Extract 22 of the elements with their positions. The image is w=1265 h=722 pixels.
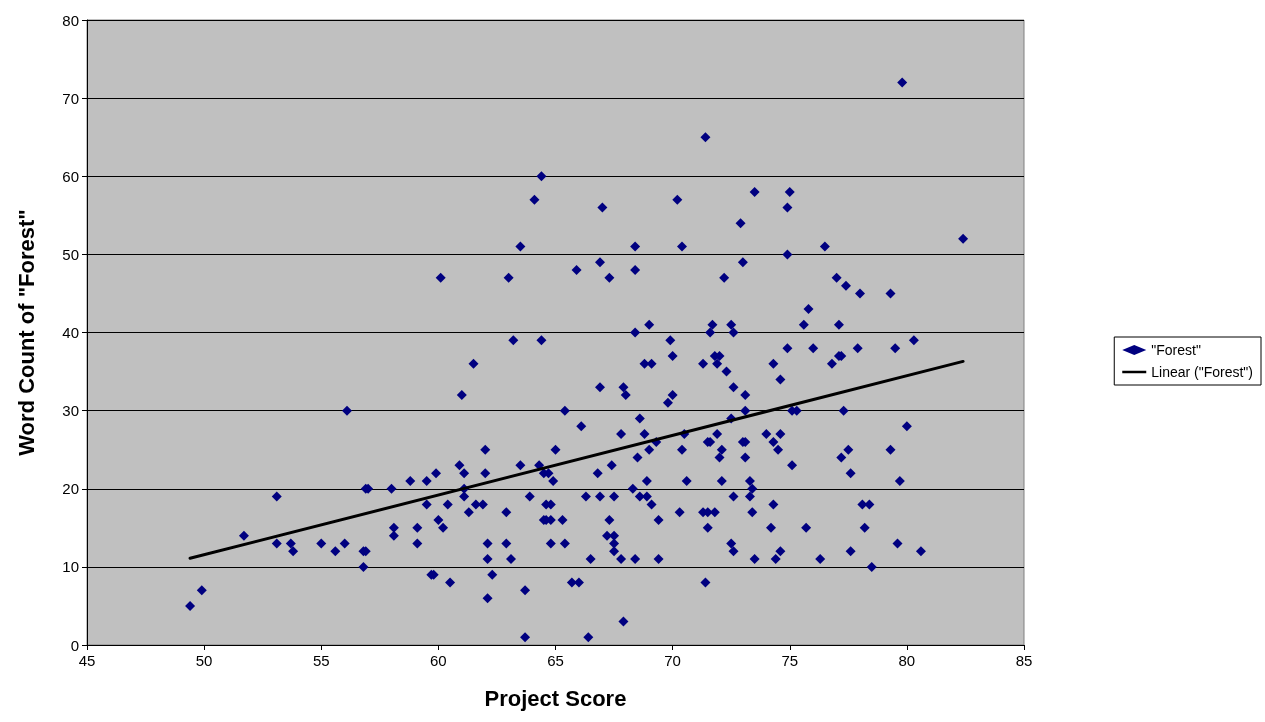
x-tick-label: 70 [664,652,681,669]
x-tick-label: 80 [898,652,916,669]
y-tick-label: 70 [62,89,79,107]
y-tick-label: 60 [62,167,79,185]
x-tick-label: 75 [781,652,799,669]
y-tick-label: 50 [62,245,79,263]
y-tick-label: 40 [62,324,79,341]
x-tick-label: 50 [195,652,213,669]
y-tick-label: 20 [62,480,79,498]
y-tick-label: 30 [62,402,79,420]
x-tick-label: 60 [430,652,447,669]
x-tick-label: 85 [1015,652,1033,669]
y-tick-label: 0 [70,636,79,654]
x-tick-label: 45 [78,652,96,669]
y-axis-title: Word Count of "Forest" [13,209,39,456]
y-tick-label: 80 [62,11,79,29]
x-tick-label: 55 [312,652,330,669]
y-tick-label: 10 [62,558,79,576]
legend-label: Linear ("Forest") [1151,364,1253,380]
legend-label: "Forest" [1151,342,1201,358]
x-tick-label: 65 [547,652,564,669]
x-axis-title: Project Score [484,685,627,711]
